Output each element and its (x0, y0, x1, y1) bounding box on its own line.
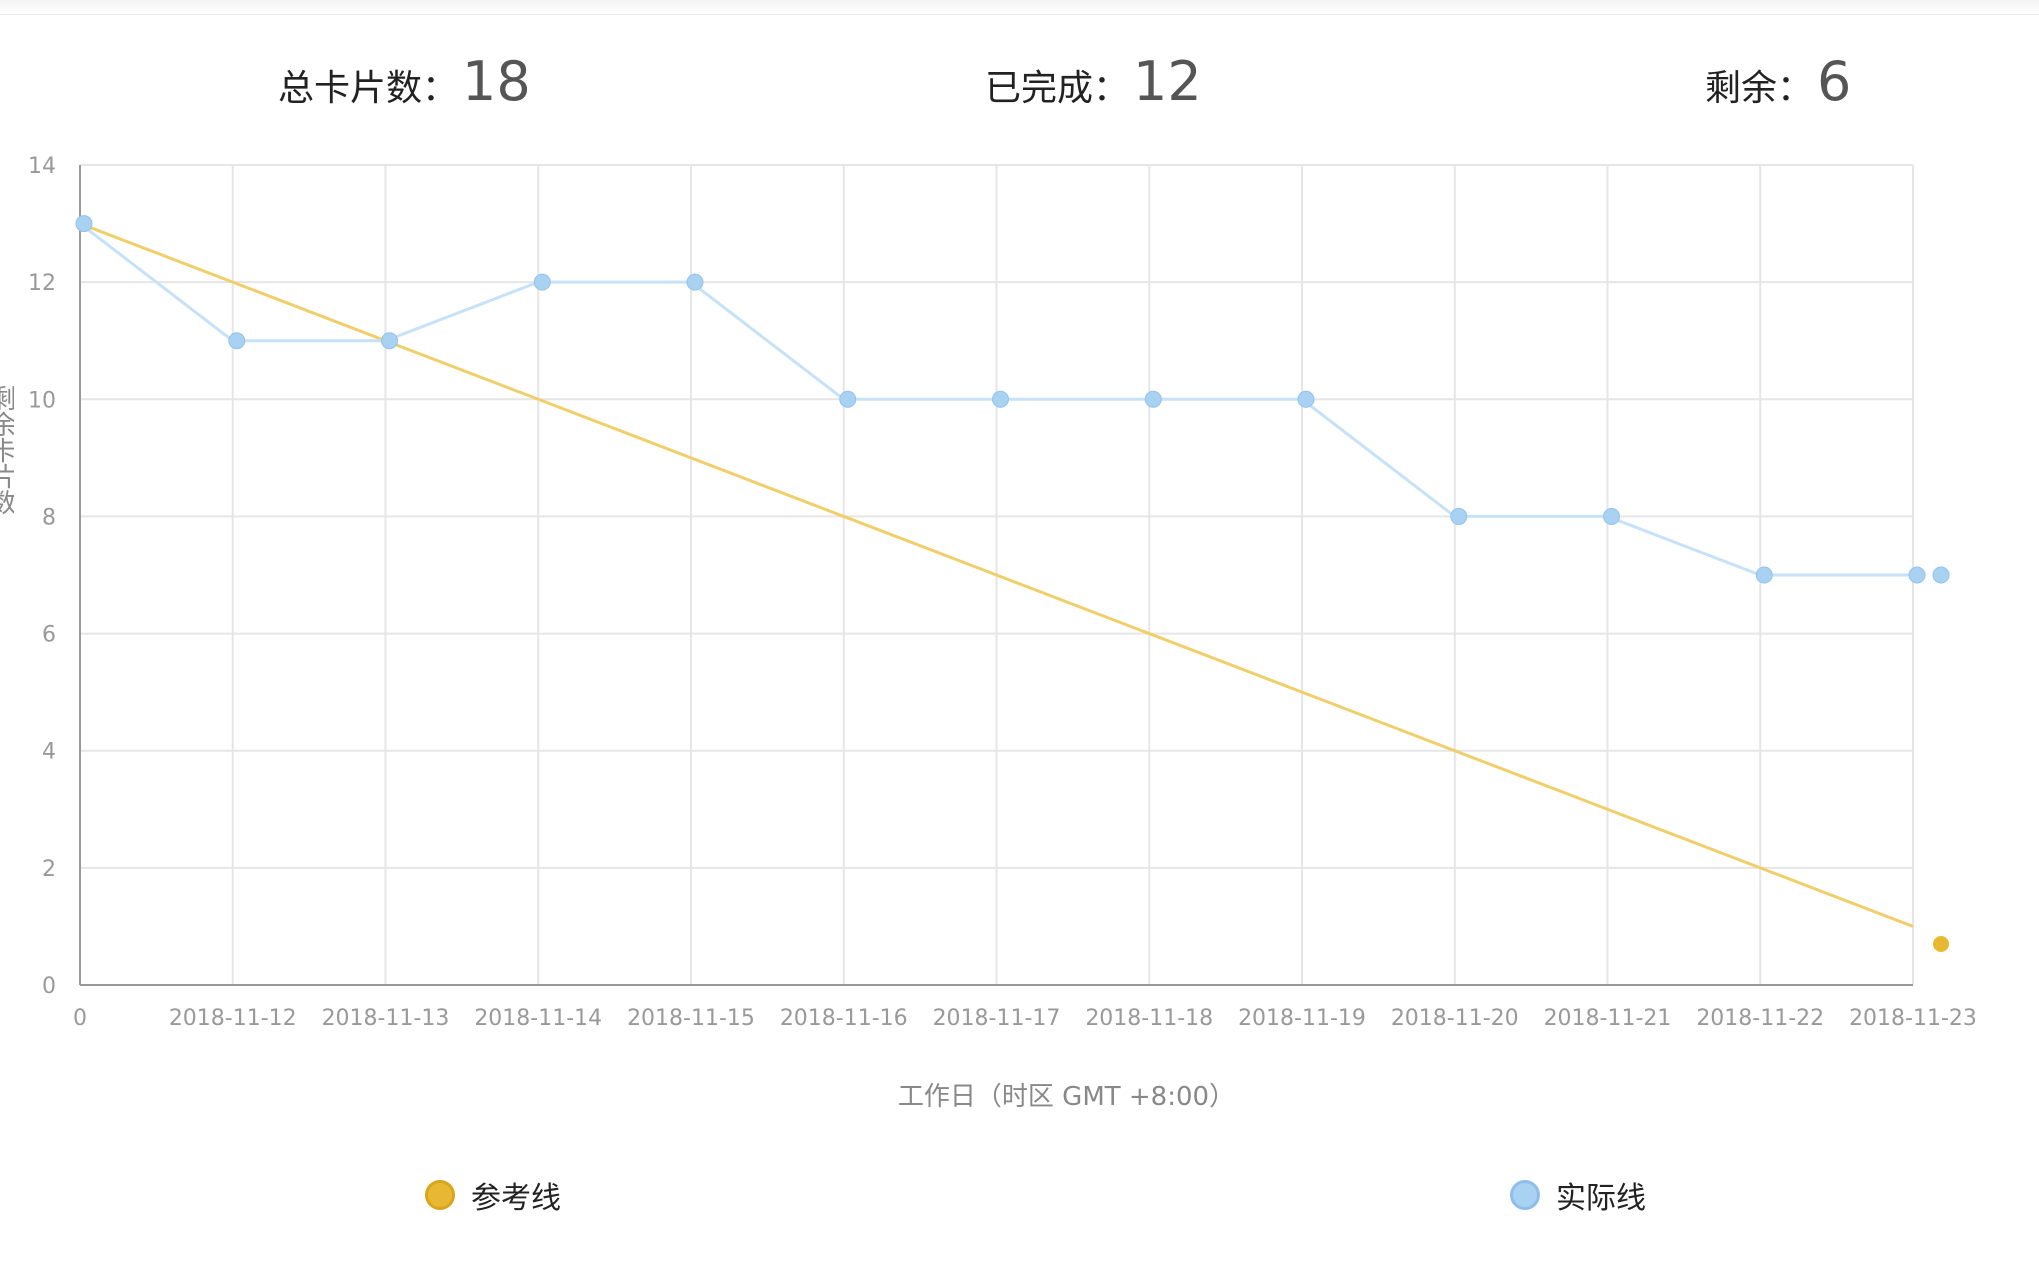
x-tick-label: 0 (73, 1006, 87, 1031)
stat-remaining-label: 剩余： (1705, 68, 1814, 109)
actual-data-point (533, 273, 551, 291)
x-tick-label: 2018-11-18 (1085, 1006, 1213, 1031)
x-tick-label: 2018-11-16 (780, 1006, 908, 1031)
legend-reference-label: 参考线 (471, 1181, 561, 1216)
actual-data-point (686, 273, 704, 291)
stat-completed: 已完成： 12 (985, 50, 1202, 120)
stat-remaining: 剩余： 6 (1705, 50, 1851, 120)
x-tick-label: 2018-11-13 (322, 1006, 450, 1031)
actual-data-point (1450, 507, 1468, 525)
actual-data-point (1755, 566, 1773, 584)
reference-end-point (1933, 936, 1949, 952)
actual-data-point (1908, 566, 1926, 584)
y-tick-label: 12 (28, 271, 56, 296)
x-tick-label: 2018-11-23 (1849, 1006, 1977, 1031)
stat-total-cards: 总卡片数： 18 (278, 50, 531, 120)
stat-done-value: 12 (1133, 50, 1202, 113)
y-tick-label: 14 (28, 154, 56, 179)
actual-data-point (1297, 390, 1315, 408)
y-axis-label-clip: 剩余卡片数 (0, 385, 14, 525)
y-tick-label: 4 (42, 740, 56, 765)
stat-total-value: 18 (462, 50, 531, 113)
actual-data-point (228, 332, 246, 350)
y-tick-label: 10 (28, 388, 56, 413)
actual-data-point (1144, 390, 1162, 408)
x-axis-title: 工作日（时区 GMT +8:00） (898, 1082, 1235, 1112)
stat-remaining-value: 6 (1817, 50, 1852, 113)
x-tick-label: 2018-11-22 (1696, 1006, 1824, 1031)
x-tick-label: 2018-11-17 (933, 1006, 1061, 1031)
x-tick-label: 2018-11-12 (169, 1006, 297, 1031)
legend-actual-dot (1510, 1180, 1540, 1210)
actual-data-point (839, 390, 857, 408)
actual-end-point (1932, 566, 1950, 584)
y-tick-label: 0 (42, 974, 56, 999)
legend-reference[interactable]: 参考线 (425, 1173, 561, 1217)
x-tick-label: 2018-11-15 (627, 1006, 755, 1031)
x-tick-label: 2018-11-14 (474, 1006, 602, 1031)
legend-actual-label: 实际线 (1556, 1181, 1646, 1216)
x-tick-label: 2018-11-21 (1544, 1006, 1672, 1031)
top-bar (0, 0, 2039, 15)
y-tick-label: 8 (42, 505, 56, 530)
legend-reference-dot (425, 1180, 455, 1210)
actual-data-point (992, 390, 1009, 408)
y-axis-label: 剩余卡片数 (0, 385, 14, 515)
legend-actual[interactable]: 实际线 (1510, 1173, 1646, 1217)
actual-data-point (75, 215, 93, 233)
x-tick-label: 2018-11-20 (1391, 1006, 1519, 1031)
y-tick-label: 6 (42, 623, 56, 648)
x-tick-label: 2018-11-19 (1238, 1006, 1366, 1031)
y-tick-label: 2 (42, 857, 56, 882)
stat-total-label: 总卡片数： (278, 68, 459, 109)
actual-data-point (381, 332, 398, 350)
actual-data-point (1603, 507, 1620, 525)
stat-done-label: 已完成： (985, 68, 1130, 109)
